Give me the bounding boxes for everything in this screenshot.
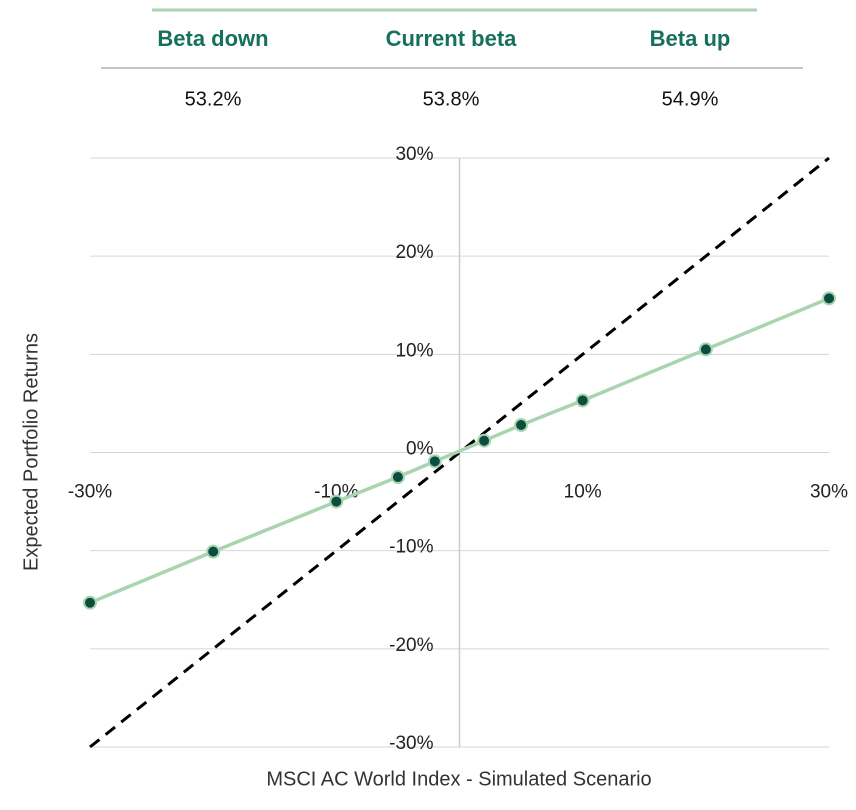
x-tick-label: 10% — [564, 482, 602, 503]
column-header: Current beta — [386, 26, 518, 51]
y-axis-label: Expected Portfolio Returns — [20, 333, 42, 571]
beta-value: 53.8% — [423, 88, 480, 110]
y-tick-label: 30% — [395, 144, 433, 165]
data-point — [206, 544, 221, 559]
y-tick-label: -20% — [389, 635, 433, 656]
data-point — [575, 393, 590, 408]
column-header: Beta up — [650, 26, 731, 51]
y-tick-label: 10% — [395, 340, 433, 361]
reference-line — [89, 156, 830, 749]
data-point — [514, 418, 529, 433]
y-tick-label: -10% — [389, 537, 433, 558]
data-point — [698, 342, 713, 357]
beta-value: 53.2% — [185, 88, 242, 110]
y-tick-label: -30% — [389, 733, 433, 754]
y-tick-label: 20% — [395, 242, 433, 263]
x-tick-label: -30% — [68, 482, 112, 503]
data-point — [83, 595, 97, 610]
data-point — [427, 454, 442, 469]
data-point — [329, 494, 344, 509]
beta-value: 54.9% — [662, 88, 719, 110]
data-point — [390, 470, 405, 485]
data-point — [477, 433, 492, 448]
x-tick-label: 30% — [810, 482, 848, 503]
y-tick-label: 0% — [406, 439, 434, 460]
x-axis-label: MSCI AC World Index - Simulated Scenario — [266, 768, 651, 790]
column-header: Beta down — [157, 26, 268, 51]
data-line — [89, 296, 830, 605]
data-point — [822, 291, 836, 306]
